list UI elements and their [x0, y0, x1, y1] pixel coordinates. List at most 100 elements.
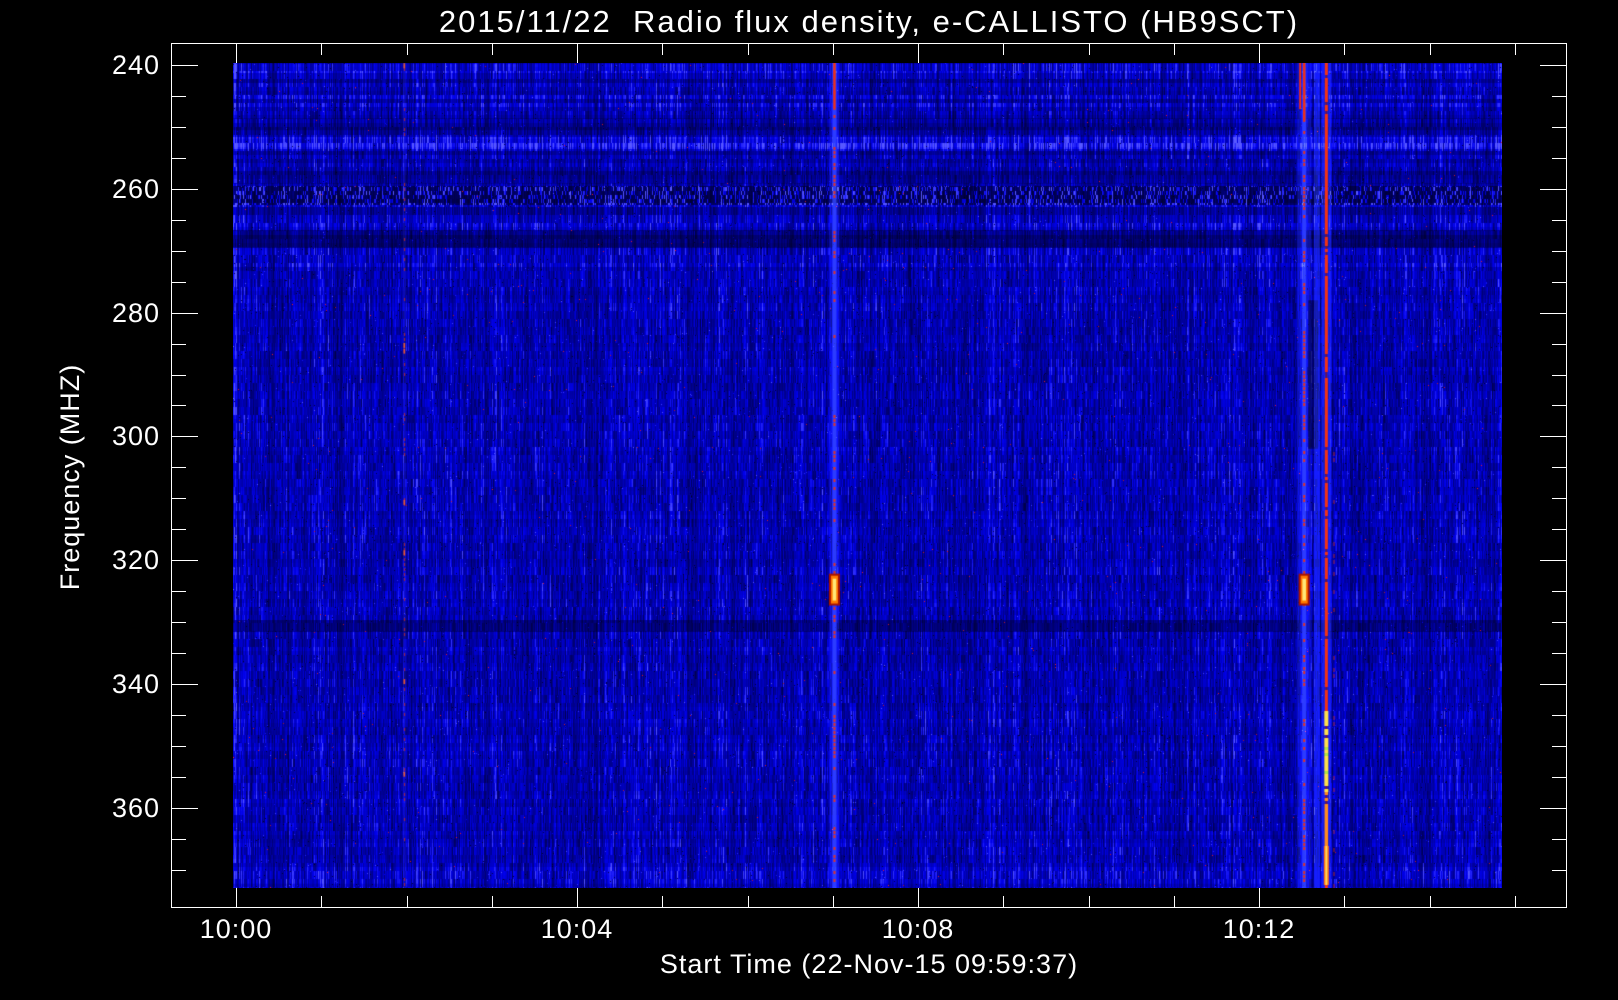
y-minor-tick-right: [1552, 282, 1566, 283]
y-minor-tick-right: [1552, 870, 1566, 871]
x-minor-tick-bottom: [1003, 896, 1004, 907]
y-minor-tick-right: [1552, 375, 1566, 376]
plot-frame: [171, 43, 1567, 908]
x-major-tick-bottom: [1259, 888, 1260, 907]
y-major-tick-right: [1540, 808, 1566, 809]
x-minor-tick-top: [1174, 44, 1175, 55]
spectrogram-canvas: [233, 63, 1502, 888]
y-major-tick-left: [172, 808, 198, 809]
y-axis-title: Frequency (MHZ): [55, 363, 85, 591]
x-minor-tick-top: [407, 44, 408, 55]
x-minor-tick-top: [662, 44, 663, 55]
x-minor-tick-bottom: [748, 896, 749, 907]
x-tick-label: 10:12: [1222, 914, 1296, 944]
x-minor-tick-bottom: [833, 896, 834, 907]
x-minor-tick-bottom: [1344, 896, 1345, 907]
y-major-tick-left: [172, 313, 198, 314]
y-minor-tick-left: [172, 529, 186, 530]
y-major-tick-right: [1540, 65, 1566, 66]
x-minor-tick-bottom: [662, 896, 663, 907]
y-minor-tick-right: [1552, 591, 1566, 592]
y-minor-tick-right: [1552, 96, 1566, 97]
x-minor-tick-bottom: [407, 896, 408, 907]
page-title: 2015/11/22 Radio flux density, e-CALLIST…: [438, 4, 1300, 39]
y-minor-tick-left: [172, 715, 186, 716]
y-minor-tick-left: [172, 375, 186, 376]
y-major-tick-right: [1540, 684, 1566, 685]
y-minor-tick-left: [172, 591, 186, 592]
x-major-tick-bottom: [918, 888, 919, 907]
y-minor-tick-right: [1552, 467, 1566, 468]
y-major-tick-right: [1540, 560, 1566, 561]
y-tick-label: 260: [111, 174, 160, 204]
y-minor-tick-left: [172, 282, 186, 283]
y-minor-tick-left: [172, 158, 186, 159]
x-major-tick-top: [577, 44, 578, 63]
y-major-tick-left: [172, 684, 198, 685]
y-minor-tick-left: [172, 127, 186, 128]
x-minor-tick-top: [1430, 44, 1431, 55]
y-minor-tick-left: [172, 344, 186, 345]
x-minor-tick-bottom: [1515, 896, 1516, 907]
y-minor-tick-left: [172, 405, 186, 406]
y-minor-tick-left: [172, 251, 186, 252]
x-minor-tick-bottom: [1089, 896, 1090, 907]
y-major-tick-right: [1540, 436, 1566, 437]
x-major-tick-bottom: [236, 888, 237, 907]
y-minor-tick-left: [172, 467, 186, 468]
y-tick-label: 320: [111, 545, 160, 575]
y-minor-tick-right: [1552, 158, 1566, 159]
x-minor-tick-top: [833, 44, 834, 55]
x-major-tick-top: [236, 44, 237, 63]
x-minor-tick-top: [492, 44, 493, 55]
y-minor-tick-right: [1552, 251, 1566, 252]
y-tick-label: 240: [111, 50, 160, 80]
y-minor-tick-right: [1552, 344, 1566, 345]
y-minor-tick-left: [172, 839, 186, 840]
y-minor-tick-right: [1552, 777, 1566, 778]
y-minor-tick-left: [172, 498, 186, 499]
y-tick-label: 340: [111, 669, 160, 699]
x-minor-tick-top: [1003, 44, 1004, 55]
y-minor-tick-right: [1552, 220, 1566, 221]
x-minor-tick-top: [1344, 44, 1345, 55]
x-tick-label: 10:00: [199, 914, 273, 944]
y-minor-tick-right: [1552, 839, 1566, 840]
y-minor-tick-left: [172, 777, 186, 778]
x-major-tick-top: [1259, 44, 1260, 63]
y-minor-tick-left: [172, 622, 186, 623]
y-major-tick-right: [1540, 189, 1566, 190]
y-minor-tick-left: [172, 96, 186, 97]
y-minor-tick-left: [172, 746, 186, 747]
x-minor-tick-top: [1515, 44, 1516, 55]
y-minor-tick-right: [1552, 715, 1566, 716]
y-major-tick-right: [1540, 313, 1566, 314]
y-minor-tick-right: [1552, 746, 1566, 747]
y-major-tick-left: [172, 436, 198, 437]
x-minor-tick-bottom: [1430, 896, 1431, 907]
x-minor-tick-bottom: [492, 896, 493, 907]
x-minor-tick-bottom: [1174, 896, 1175, 907]
x-tick-label: 10:08: [881, 914, 955, 944]
x-axis-title: Start Time (22-Nov-15 09:59:37): [659, 949, 1079, 979]
y-major-tick-left: [172, 560, 198, 561]
x-minor-tick-top: [748, 44, 749, 55]
x-tick-label: 10:04: [540, 914, 614, 944]
y-tick-label: 280: [111, 298, 160, 328]
y-minor-tick-right: [1552, 622, 1566, 623]
x-major-tick-top: [918, 44, 919, 63]
y-minor-tick-right: [1552, 498, 1566, 499]
x-minor-tick-top: [321, 44, 322, 55]
y-minor-tick-left: [172, 653, 186, 654]
y-minor-tick-right: [1552, 529, 1566, 530]
y-minor-tick-right: [1552, 127, 1566, 128]
y-major-tick-left: [172, 65, 198, 66]
y-major-tick-left: [172, 189, 198, 190]
x-minor-tick-bottom: [321, 896, 322, 907]
y-minor-tick-left: [172, 220, 186, 221]
x-major-tick-bottom: [577, 888, 578, 907]
y-minor-tick-right: [1552, 405, 1566, 406]
y-minor-tick-left: [172, 870, 186, 871]
x-minor-tick-top: [1089, 44, 1090, 55]
